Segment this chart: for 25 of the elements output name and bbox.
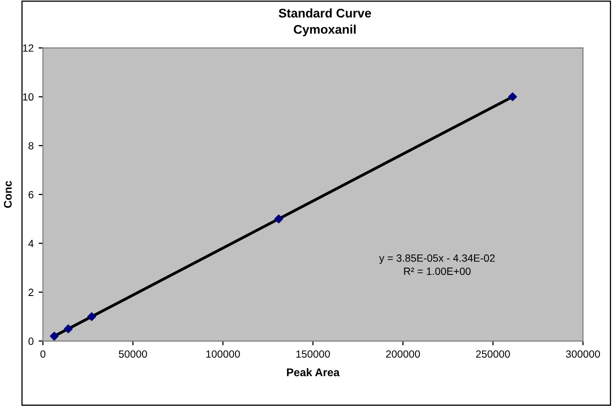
x-tick-label: 150000 <box>296 350 330 358</box>
chart-subtitle: Cymoxanil <box>294 24 356 36</box>
y-tick-label: 8 <box>28 142 34 150</box>
x-tick-label: 50000 <box>118 350 147 358</box>
x-tick-label: 250000 <box>476 350 510 358</box>
annotation: R² = 1.00E+00 <box>404 268 471 275</box>
point <box>64 324 73 334</box>
x-axis-title: Peak Area <box>287 368 340 376</box>
x-tick-label: 0 <box>40 350 46 358</box>
point <box>508 92 517 102</box>
y-tick-label: 2 <box>28 288 34 296</box>
chart-title: Standard Curve <box>278 8 372 18</box>
annotation: y = 3.85E-05x - 4.34E-02 <box>379 254 495 264</box>
x-tick-label: 100000 <box>206 350 240 358</box>
y-tick-label: 4 <box>28 240 34 248</box>
x-tick-label: 300000 <box>566 350 600 358</box>
y-tick-label: 6 <box>28 190 34 198</box>
x-tick-label: 200000 <box>386 350 420 358</box>
y-tick-label: 10 <box>23 93 34 101</box>
point <box>50 332 59 341</box>
y-tick-label: 12 <box>23 44 34 52</box>
point <box>87 312 96 321</box>
y-axis-title: Conc <box>4 180 12 208</box>
point <box>274 214 284 224</box>
y-tick-label: 0 <box>28 338 34 345</box>
